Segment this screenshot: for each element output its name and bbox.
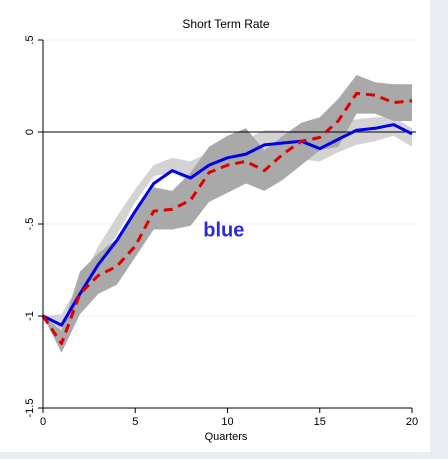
chart-frame: Short Term Rate .5 0 -.5 -1 -1.5 0 5 10 15 20 blu… xyxy=(0,0,430,452)
y-tick-label: -1 xyxy=(24,311,36,321)
x-axis-title: Quarters xyxy=(205,431,248,443)
x-tick-label: 20 xyxy=(406,416,418,428)
axes: .5 0 -.5 -1 -1.5 0 5 10 15 20 xyxy=(24,35,418,428)
confidence-band-2 xyxy=(43,75,412,353)
x-tick-label: 15 xyxy=(314,416,326,428)
y-tick-label: 0 xyxy=(24,129,36,135)
chart-annotation: blue xyxy=(203,220,244,242)
series-lines xyxy=(41,91,413,346)
y-tick-label: -.5 xyxy=(24,218,36,231)
x-tick-label: 0 xyxy=(40,416,46,428)
y-tick-label: .5 xyxy=(24,35,36,44)
series-line-2 xyxy=(41,91,413,346)
series-line-1 xyxy=(42,123,413,327)
x-tick-label: 10 xyxy=(221,416,233,428)
chart-svg: Short Term Rate .5 0 -.5 -1 -1.5 0 5 10 15 20 blu… xyxy=(24,17,418,443)
confidence-bands xyxy=(43,75,412,353)
chart-title: Short Term Rate xyxy=(182,17,269,31)
y-tick-label: -1.5 xyxy=(24,399,36,418)
x-tick-label: 5 xyxy=(132,416,138,428)
